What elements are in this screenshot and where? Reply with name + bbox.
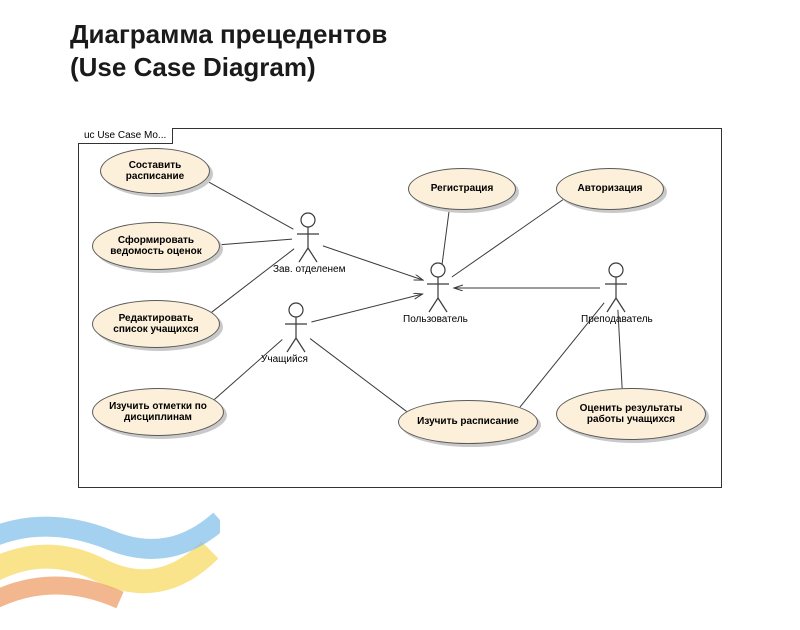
edge — [310, 339, 407, 412]
edge — [220, 239, 292, 245]
actor-label-a2: Учащийся — [261, 354, 308, 365]
diagram-canvas — [0, 0, 800, 600]
usecase-uc2: Сформироватьведомость оценок — [92, 222, 220, 270]
actor-label-a4: Преподаватель — [581, 314, 653, 325]
usecase-uc8: Оценить результатыработы учащихся — [556, 388, 706, 440]
actor-a3 — [427, 263, 449, 312]
actor-a2 — [285, 303, 307, 352]
edge — [214, 339, 282, 399]
usecase-uc3: Редактироватьсписок учащихся — [92, 300, 220, 348]
edge — [205, 180, 293, 229]
actor-label-a3: Пользователь — [403, 314, 468, 325]
usecase-uc6: Авторизация — [556, 168, 664, 210]
usecase-uc4: Изучить отметки подисциплинам — [92, 388, 224, 436]
edge — [212, 249, 294, 312]
usecase-uc7: Изучить расписание — [398, 400, 538, 444]
edge — [442, 209, 450, 266]
actor-a4 — [605, 263, 627, 312]
actor-a1 — [297, 213, 319, 262]
usecase-uc1: Составитьрасписание — [100, 148, 210, 194]
actor-label-a1: Зав. отделенем — [273, 264, 345, 275]
usecase-uc5: Регистрация — [408, 168, 516, 210]
